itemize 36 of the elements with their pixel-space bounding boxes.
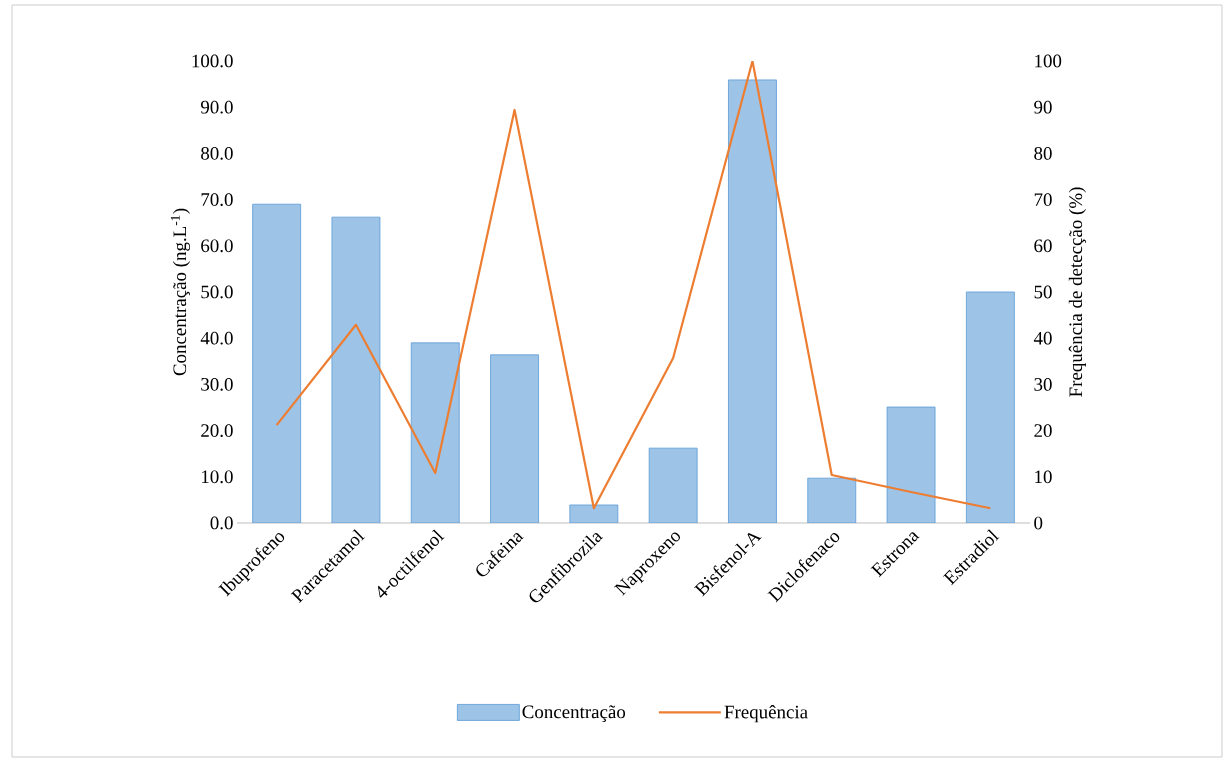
legend-label: Concentração	[522, 705, 626, 723]
y-tick-label: 70.0	[201, 193, 233, 207]
y2-tick-label: 10	[1035, 470, 1052, 484]
bar	[490, 354, 539, 523]
y-tick-label: 20.0	[201, 424, 233, 438]
y2-tick-label: 40	[1033, 331, 1052, 345]
y-tick-label: 40.0	[200, 331, 233, 345]
y-axis-title: Concentração (ng.L$^{-1}$)	[170, 208, 191, 376]
y-tick-label: 100.0	[192, 54, 233, 68]
y2-tick-label: 80	[1034, 147, 1052, 160]
bar	[331, 216, 381, 523]
y-tick-label: 90.0	[200, 100, 233, 114]
line-series	[275, 61, 992, 510]
y-tick-label: 60.0	[201, 239, 233, 253]
y2-tick-label: 20	[1034, 424, 1052, 437]
y-tick-label: 80.0	[201, 146, 233, 160]
y2-tick-label: 70	[1034, 193, 1052, 206]
y2-tick-label: 50	[1034, 285, 1052, 299]
y2-tick-label: 90	[1034, 100, 1052, 114]
y2-tick-label: 100	[1035, 54, 1062, 68]
bar	[886, 406, 936, 523]
y2-tick-label: 0	[1034, 516, 1043, 530]
legend-label: Frequência	[724, 705, 808, 723]
bar	[648, 447, 698, 523]
y2-tick-label: 60	[1034, 239, 1052, 253]
y2-tick-label: 30	[1034, 378, 1052, 391]
bar	[807, 477, 857, 523]
bar	[728, 79, 777, 523]
bar	[252, 203, 302, 523]
bar	[410, 342, 460, 523]
y-tick-label: 50.0	[201, 285, 233, 299]
y-tick-label: 10.0	[202, 470, 233, 484]
y2-axis-title: Frequência de detecção (%)	[1068, 187, 1086, 397]
y-tick-label: 0.0	[210, 516, 233, 530]
y-tick-label: 30.0	[201, 377, 233, 391]
bar	[965, 291, 1015, 523]
